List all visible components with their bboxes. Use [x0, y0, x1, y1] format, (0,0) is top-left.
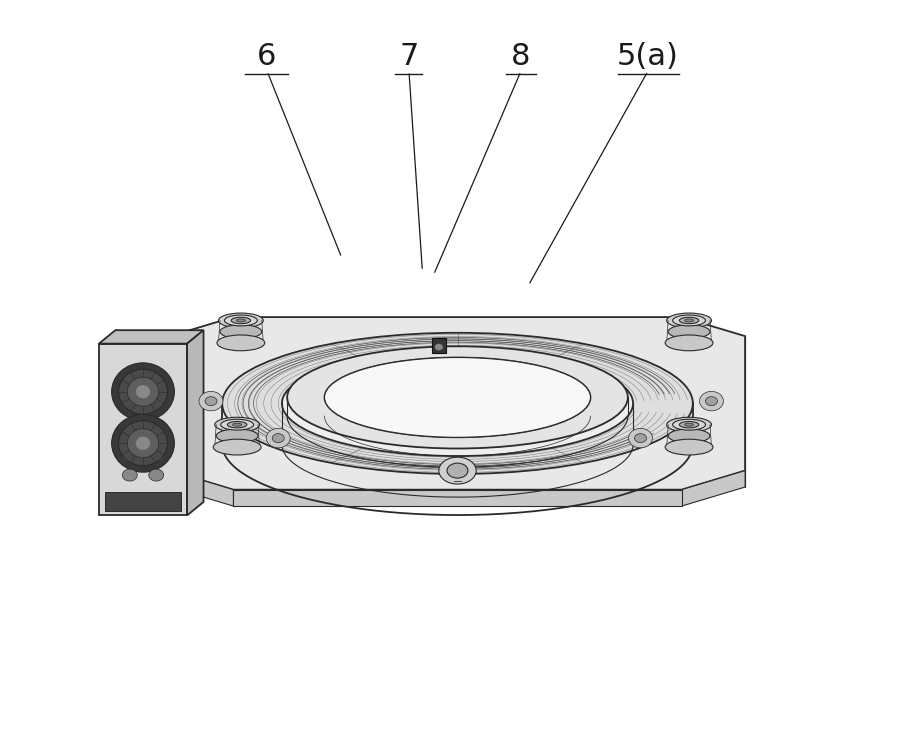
Polygon shape [432, 338, 446, 353]
Ellipse shape [287, 347, 628, 448]
Ellipse shape [136, 385, 150, 398]
Ellipse shape [665, 439, 713, 455]
Ellipse shape [679, 421, 699, 428]
Ellipse shape [667, 418, 712, 432]
Ellipse shape [221, 419, 253, 430]
Ellipse shape [220, 325, 262, 338]
Ellipse shape [216, 429, 258, 443]
Ellipse shape [673, 315, 705, 326]
Ellipse shape [700, 391, 724, 411]
Ellipse shape [149, 469, 164, 481]
Ellipse shape [119, 369, 167, 415]
Ellipse shape [668, 325, 710, 338]
Text: 5(a): 5(a) [617, 42, 679, 70]
Ellipse shape [668, 429, 710, 443]
Ellipse shape [149, 450, 164, 462]
Ellipse shape [213, 439, 261, 455]
Ellipse shape [199, 391, 223, 411]
Ellipse shape [325, 358, 590, 437]
Ellipse shape [684, 424, 694, 426]
Polygon shape [170, 471, 233, 506]
Ellipse shape [219, 313, 264, 328]
Ellipse shape [217, 335, 264, 351]
Ellipse shape [266, 429, 290, 448]
Ellipse shape [112, 363, 175, 421]
Ellipse shape [123, 450, 137, 462]
Polygon shape [233, 490, 682, 506]
Polygon shape [105, 492, 181, 511]
Ellipse shape [222, 333, 693, 474]
Ellipse shape [634, 433, 647, 443]
Ellipse shape [273, 433, 285, 443]
Ellipse shape [119, 421, 167, 466]
Ellipse shape [436, 344, 443, 350]
Ellipse shape [673, 419, 705, 430]
Ellipse shape [112, 415, 175, 472]
Ellipse shape [439, 457, 476, 484]
Ellipse shape [447, 463, 468, 478]
Ellipse shape [127, 377, 158, 406]
Text: 6: 6 [257, 42, 276, 70]
Ellipse shape [684, 319, 694, 322]
Polygon shape [682, 471, 745, 506]
Ellipse shape [705, 397, 717, 406]
Ellipse shape [228, 421, 247, 428]
Ellipse shape [236, 319, 245, 322]
Ellipse shape [127, 429, 158, 458]
Ellipse shape [215, 418, 260, 432]
Ellipse shape [205, 397, 217, 406]
Ellipse shape [224, 315, 257, 326]
Ellipse shape [667, 313, 712, 328]
Ellipse shape [136, 437, 150, 450]
Ellipse shape [325, 358, 590, 437]
Polygon shape [170, 317, 745, 490]
Ellipse shape [232, 424, 242, 426]
Ellipse shape [123, 493, 137, 505]
Ellipse shape [231, 317, 251, 323]
Text: 7: 7 [399, 42, 419, 70]
Ellipse shape [149, 493, 164, 505]
Ellipse shape [665, 335, 713, 351]
Ellipse shape [123, 469, 137, 481]
Polygon shape [99, 344, 187, 515]
Ellipse shape [679, 317, 699, 323]
Polygon shape [99, 330, 203, 344]
Text: 8: 8 [511, 42, 531, 70]
Ellipse shape [282, 351, 633, 456]
Polygon shape [187, 330, 203, 515]
Ellipse shape [629, 429, 652, 448]
